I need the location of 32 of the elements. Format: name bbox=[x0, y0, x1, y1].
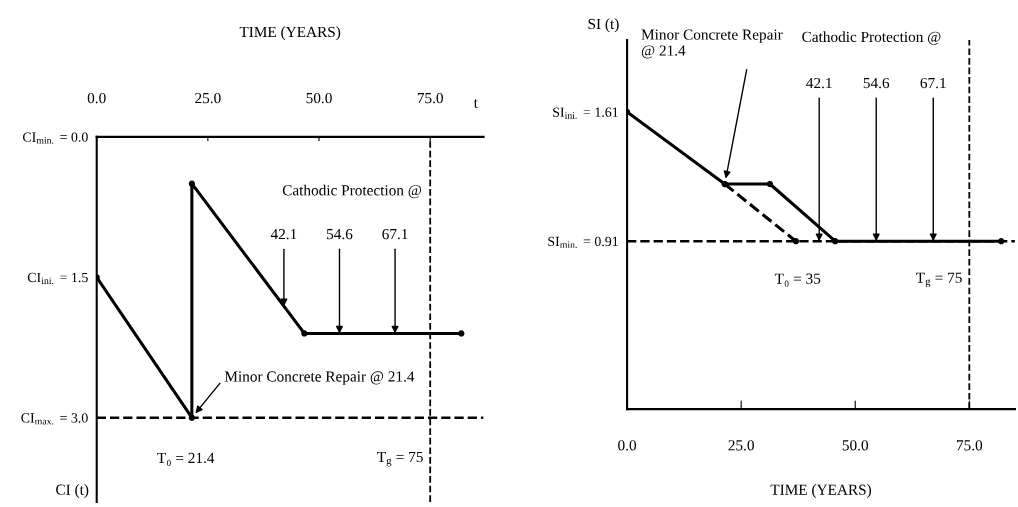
annotation: 54.6 bbox=[863, 77, 890, 89]
text: t bbox=[473, 99, 478, 108]
x-tick-label: 50.0 bbox=[842, 440, 869, 451]
x-tick-label: 50.0 bbox=[306, 92, 332, 104]
y-tick-label: CI$_{max.}$ = 3.0 bbox=[21, 413, 88, 425]
annotation: Cathodic Protection @ bbox=[802, 31, 941, 45]
y-tick-label: CI$_{ini.}$ = 1.5 bbox=[27, 272, 88, 285]
annotation: T₀ = 21.4 bbox=[157, 452, 215, 467]
ref-line-label: T$_{g}$ = 75 bbox=[916, 272, 962, 288]
annotation: Minor Concrete Repair @ 21.4 bbox=[641, 29, 783, 59]
y-tick-label: CI$_{min.}$ = 0.0 bbox=[22, 132, 88, 144]
annotation: 42.1 bbox=[806, 77, 832, 89]
annotation: Cathodic Protection @ bbox=[282, 184, 422, 199]
x-axis-title: TIME (YEARS) bbox=[770, 484, 872, 498]
x-tick-label: 25.0 bbox=[728, 440, 754, 451]
y-axis-title: SI (t) bbox=[588, 18, 619, 33]
x-tick-label: 75.0 bbox=[417, 92, 443, 104]
x-tick-label: 25.0 bbox=[195, 92, 221, 104]
x-tick-label: 75.0 bbox=[956, 440, 983, 451]
ref-line-label: T$_{g}$ = 75 bbox=[377, 451, 423, 467]
y-tick-label: SI$_{min.}$ = 0.91 bbox=[548, 236, 618, 249]
x-axis-title: TIME (YEARS) bbox=[239, 26, 341, 41]
x-tick-label: 0.0 bbox=[618, 440, 637, 451]
annotation: Minor Concrete Repair @ 21.4 bbox=[224, 371, 415, 385]
y-tick-label: SI$_{ini.}$ = 1.61 bbox=[553, 107, 618, 119]
annotation: T₀ = 35 bbox=[774, 273, 821, 287]
annotation: 67.1 bbox=[920, 77, 946, 89]
annotation: 67.1 bbox=[382, 229, 408, 240]
annotation: 54.6 bbox=[327, 229, 353, 240]
x-tick-label: 0.0 bbox=[87, 92, 106, 104]
y-axis-title: CI (t) bbox=[56, 484, 89, 498]
annotation: 42.1 bbox=[270, 229, 297, 240]
